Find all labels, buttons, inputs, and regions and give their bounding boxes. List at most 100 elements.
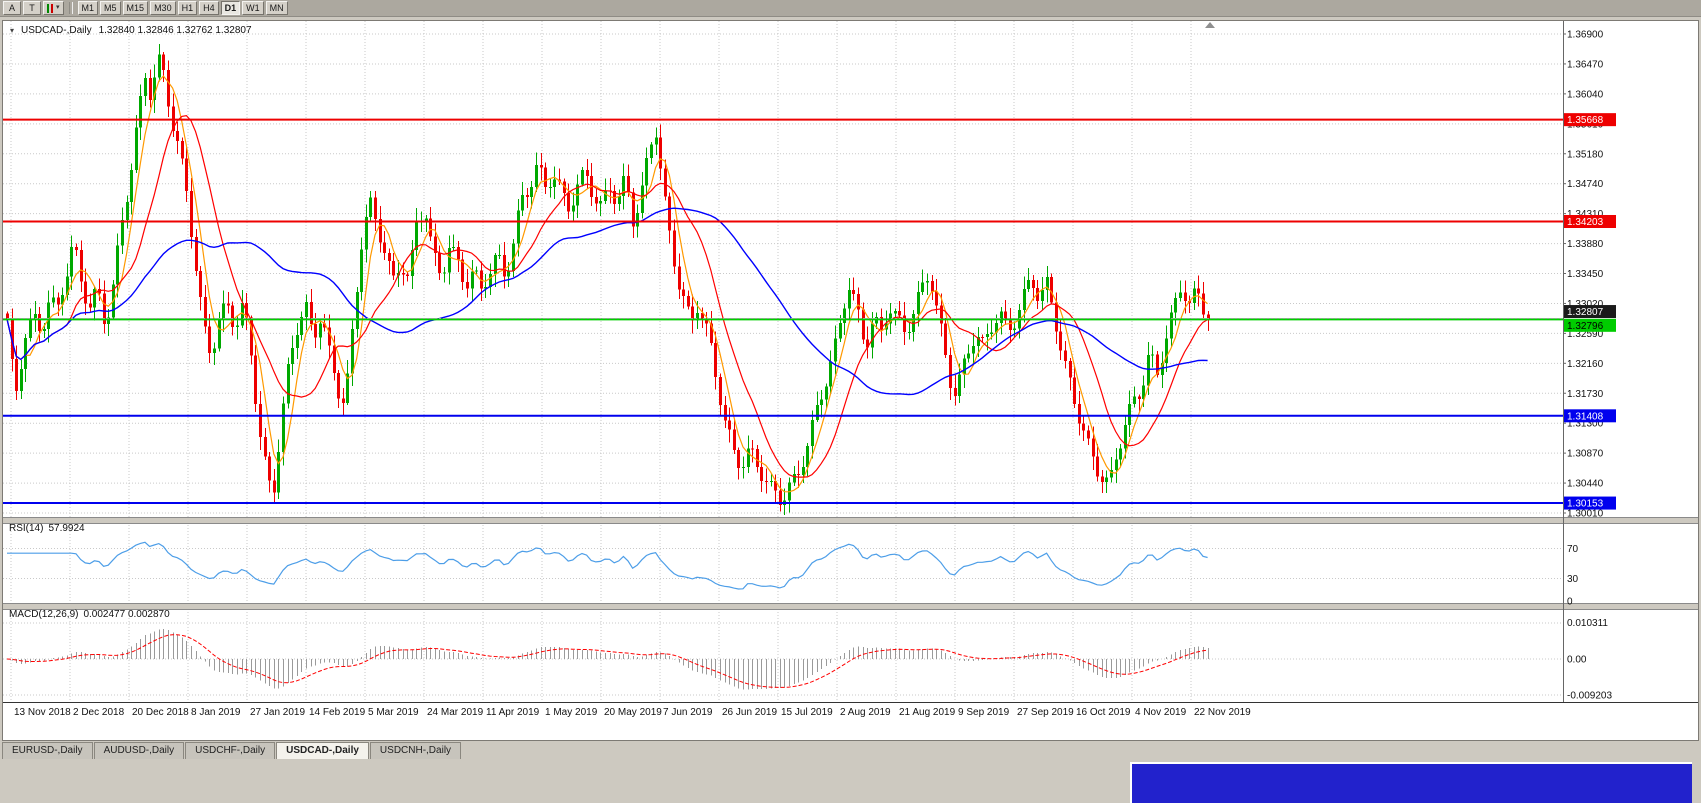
chevron-down-icon: ▾ — [56, 4, 60, 11]
price-scale[interactable]: 1.369001.364701.360401.356101.351801.347… — [1563, 30, 1604, 520]
period-toolbar: M1 M5 M15 M30 H1 H4 D1 W1 MN — [77, 1, 288, 15]
price-badge — [1564, 113, 1616, 127]
svg-text:20 Dec 2018: 20 Dec 2018 — [132, 707, 189, 718]
chart-type-button[interactable]: ▾ — [43, 1, 64, 15]
period-button-m30[interactable]: M30 — [150, 1, 176, 15]
svg-text:1.30153: 1.30153 — [1567, 499, 1604, 510]
svg-text:2 Aug 2019: 2 Aug 2019 — [840, 707, 891, 718]
candles-layer — [6, 43, 1210, 515]
date-scale[interactable]: 13 Nov 2018 2 Dec 2018 20 Dec 2018 8 Jan 20… — [14, 707, 1251, 718]
svg-text:1.30870: 1.30870 — [1567, 449, 1604, 460]
svg-text:27 Jan 2019: 27 Jan 2019 — [250, 707, 305, 718]
chart-tabs-bar: EURUSD-,Daily AUDUSD-,Daily USDCHF-,Daily U… — [2, 742, 462, 759]
rsi-value: 57.9924 — [48, 523, 85, 534]
svg-text:27 Sep 2019: 27 Sep 2019 — [1017, 707, 1074, 718]
svg-text:1.33450: 1.33450 — [1567, 269, 1604, 280]
docked-window-panel[interactable] — [1130, 762, 1692, 803]
ma-fast-line — [6, 75, 1208, 493]
period-button-w1[interactable]: W1 — [242, 1, 264, 15]
svg-text:5 Mar 2019: 5 Mar 2019 — [368, 707, 419, 718]
svg-text:14 Feb 2019: 14 Feb 2019 — [309, 707, 366, 718]
toolbar-button-t[interactable]: T — [23, 1, 41, 15]
svg-text:30: 30 — [1567, 574, 1579, 585]
chart-tab-usdcad[interactable]: USDCAD-,Daily — [276, 742, 369, 759]
rsi-indicator-label: RSI(14) 57.9924 — [9, 523, 90, 534]
period-button-m1[interactable]: M1 — [77, 1, 99, 15]
svg-text:0.00: 0.00 — [1567, 655, 1587, 666]
pane-splitter[interactable] — [3, 517, 1698, 524]
period-button-h4[interactable]: H4 — [199, 1, 219, 15]
macd-values: 0.002477 0.002870 — [83, 609, 170, 620]
svg-text:4 Nov 2019: 4 Nov 2019 — [1135, 707, 1187, 718]
rsi-line — [7, 541, 1208, 590]
svg-text:9 Sep 2019: 9 Sep 2019 — [958, 707, 1010, 718]
macd-name: MACD(12,26,9) — [9, 609, 79, 620]
chart-tab-audusd[interactable]: AUDUSD-,Daily — [93, 742, 185, 759]
shift-marker-icon[interactable] — [1205, 22, 1215, 28]
ma-slow-line — [6, 207, 1208, 396]
chart-tab-usdcnh[interactable]: USDCNH-,Daily — [369, 742, 462, 759]
price-badge — [1564, 409, 1616, 423]
period-button-m5[interactable]: M5 — [100, 1, 121, 15]
price-badge — [1564, 214, 1616, 228]
svg-text:22 Nov 2019: 22 Nov 2019 — [1194, 707, 1251, 718]
rsi-name: RSI(14) — [9, 523, 44, 534]
svg-text:70: 70 — [1567, 544, 1579, 555]
price-badge — [1564, 318, 1616, 332]
chart-ohlc-values: 1.32840 1.32846 1.32762 1.32807 — [98, 25, 252, 36]
grid-layer — [3, 21, 1563, 703]
svg-text:1.36470: 1.36470 — [1567, 59, 1604, 70]
svg-text:1.32160: 1.32160 — [1567, 359, 1604, 370]
symbol-marker-icon: ▾ — [10, 26, 15, 35]
svg-text:1.31300: 1.31300 — [1567, 419, 1604, 430]
svg-text:1.32590: 1.32590 — [1567, 329, 1604, 340]
chart-tab-usdchf[interactable]: USDCHF-,Daily — [185, 742, 276, 759]
svg-text:0: 0 — [1567, 597, 1573, 608]
candlestick-chart-icon — [47, 3, 55, 13]
svg-text:1.34740: 1.34740 — [1567, 179, 1604, 190]
svg-text:-0.009203: -0.009203 — [1567, 691, 1612, 702]
price-badge — [1564, 305, 1616, 319]
svg-text:21 Aug 2019: 21 Aug 2019 — [899, 707, 956, 718]
toolbar-separator — [68, 2, 73, 14]
svg-text:13 Nov 2018: 13 Nov 2018 — [14, 707, 71, 718]
svg-text:1.36900: 1.36900 — [1567, 30, 1604, 41]
svg-text:1.32796: 1.32796 — [1567, 321, 1604, 332]
svg-text:8 Jan 2019: 8 Jan 2019 — [191, 707, 241, 718]
svg-text:1.30440: 1.30440 — [1567, 479, 1604, 490]
period-button-d1[interactable]: D1 — [220, 1, 241, 15]
chart-tab-eurusd[interactable]: EURUSD-,Daily — [2, 742, 93, 759]
svg-text:0.010311: 0.010311 — [1567, 618, 1608, 629]
svg-text:1.34310: 1.34310 — [1567, 209, 1604, 220]
chart-symbol-label: USDCAD-,Daily — [21, 25, 92, 36]
pane-splitter[interactable] — [3, 603, 1698, 610]
svg-text:7 Jun 2019: 7 Jun 2019 — [663, 707, 713, 718]
svg-text:1.33020: 1.33020 — [1567, 299, 1604, 310]
svg-text:1.34203: 1.34203 — [1567, 217, 1604, 228]
svg-text:1.32807: 1.32807 — [1567, 307, 1604, 318]
svg-text:11 Apr 2019: 11 Apr 2019 — [486, 707, 540, 718]
svg-text:1.35180: 1.35180 — [1567, 149, 1604, 160]
svg-text:15 Jul 2019: 15 Jul 2019 — [781, 707, 833, 718]
svg-text:2 Dec 2018: 2 Dec 2018 — [73, 707, 125, 718]
svg-text:1.31730: 1.31730 — [1567, 389, 1604, 400]
macd-histogram — [12, 628, 1209, 690]
toolbar-button-a[interactable]: A — [3, 1, 21, 15]
svg-text:24 Mar 2019: 24 Mar 2019 — [427, 707, 484, 718]
chart-title: ▾ USDCAD-,Daily 1.32840 1.32846 1.32762 … — [10, 25, 252, 36]
macd-signal-line — [6, 634, 1208, 688]
svg-text:1.30010: 1.30010 — [1567, 509, 1604, 520]
macd-indicator-label: MACD(12,26,9) 0.002477 0.002870 — [9, 609, 175, 620]
svg-text:26 Jun 2019: 26 Jun 2019 — [722, 707, 777, 718]
price-badge — [1564, 496, 1616, 510]
period-button-mn[interactable]: MN — [265, 1, 288, 15]
period-button-m15[interactable]: M15 — [122, 1, 149, 15]
svg-text:16 Oct 2019: 16 Oct 2019 — [1076, 707, 1131, 718]
chart-window: 1.369001.364701.360401.356101.351801.347… — [2, 20, 1699, 741]
ma-mid-line — [6, 114, 1208, 478]
chart-canvas[interactable]: 1.369001.364701.360401.356101.351801.347… — [3, 21, 1698, 740]
period-button-h1[interactable]: H1 — [177, 1, 198, 15]
svg-text:1.33880: 1.33880 — [1567, 239, 1604, 250]
svg-text:1.36040: 1.36040 — [1567, 89, 1604, 100]
svg-text:20 May 2019: 20 May 2019 — [604, 707, 662, 718]
